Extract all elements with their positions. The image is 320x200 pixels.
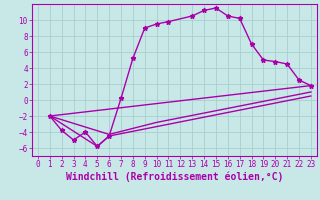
X-axis label: Windchill (Refroidissement éolien,°C): Windchill (Refroidissement éolien,°C) xyxy=(66,172,283,182)
